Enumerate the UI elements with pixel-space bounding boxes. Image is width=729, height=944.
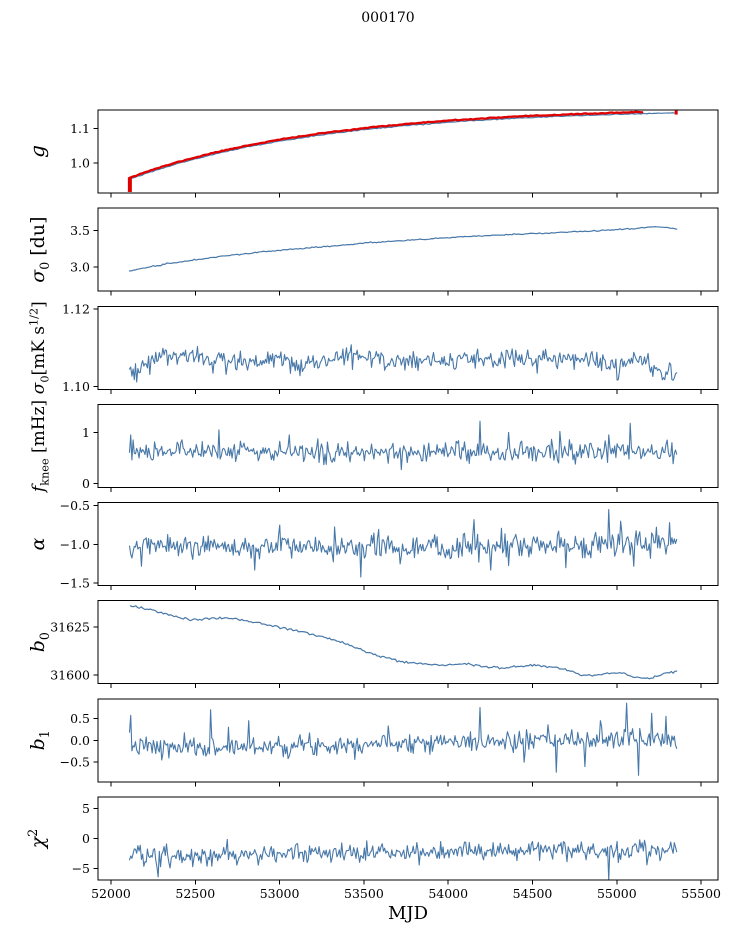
subplot-alpha: −0.5 −1.0 −1.5 α xyxy=(27,498,719,591)
y-tick-label: 31600 xyxy=(50,668,90,683)
subplot-sigma0-du: 3.0 3.5 σ0 [du] xyxy=(27,207,719,296)
y-tick-label: 0 xyxy=(82,831,90,846)
y-tick-label: 5 xyxy=(82,801,90,816)
y-tick-label: 0 xyxy=(82,476,90,491)
x-tick-label: 55000 xyxy=(597,886,637,901)
ylabel-alpha: α xyxy=(27,537,49,550)
y-tick-label: 1.10 xyxy=(62,379,90,394)
series-b1-line xyxy=(128,702,678,776)
axes-frame xyxy=(97,600,719,685)
axes-frame xyxy=(97,207,719,292)
y-tick-label: −1.0 xyxy=(60,537,90,552)
x-tick-label: 52500 xyxy=(175,886,215,901)
y-tick-label: 0.0 xyxy=(70,733,90,748)
ylabel-sigma0-mks: σ0[mK s1/2] xyxy=(28,301,52,394)
figure-title: 000170 xyxy=(361,10,415,26)
y-tick-label: 3.0 xyxy=(70,260,90,275)
y-tick-label: 3.5 xyxy=(70,223,90,238)
x-axis-label: MJD xyxy=(387,903,429,924)
axes-frame xyxy=(97,305,719,390)
y-tick-label: 0.5 xyxy=(70,711,90,726)
subplot-b1: −0.5 0.0 0.5 b1 xyxy=(27,698,719,787)
series-sigma0-mks-line xyxy=(128,344,678,383)
y-tick-label: −0.5 xyxy=(60,755,90,770)
y-tick-label: −5 xyxy=(72,861,90,876)
series-gain-blue xyxy=(128,112,678,180)
series-b0-line xyxy=(129,605,678,680)
x-tick-label: 54500 xyxy=(513,886,553,901)
axes-frame xyxy=(97,403,719,488)
series-sigma0-du-line xyxy=(128,226,678,272)
x-tick-label: 55500 xyxy=(681,886,721,901)
axes-frame xyxy=(97,796,719,881)
ylabel-b0: b0 xyxy=(27,632,52,652)
series-gain-red xyxy=(128,110,644,179)
x-tick-label: 53500 xyxy=(344,886,384,901)
y-tick-label: 1.0 xyxy=(70,155,90,170)
subplot-g: 1.0 1.1 g xyxy=(25,109,719,198)
ylabel-fknee: fknee [mHz] xyxy=(29,400,51,494)
y-tick-label: −0.5 xyxy=(60,498,90,513)
series-alpha-line xyxy=(128,508,678,578)
subplot-fknee: 0 1 fknee [mHz] xyxy=(29,400,719,494)
x-tick-label: 54000 xyxy=(428,886,468,901)
series-fknee-line xyxy=(128,420,678,471)
ylabel-b1: b1 xyxy=(27,730,52,750)
y-tick-label: 31625 xyxy=(50,619,90,634)
y-tick-label: 1 xyxy=(82,425,90,440)
series-chi2-line xyxy=(128,838,678,881)
y-tick-label: 1.1 xyxy=(70,121,90,136)
endpoint-marker-g xyxy=(674,110,678,115)
x-tick-label: 53000 xyxy=(260,886,300,901)
ylabel-sigma0-du: σ0 [du] xyxy=(27,217,52,283)
subplot-chi2: −5 0 5 52000 52500 53000 53500 54000 54500 55000 5… xyxy=(25,796,721,901)
ylabel-g: g xyxy=(25,145,49,158)
y-tick-label: −1.5 xyxy=(60,576,90,591)
ylabel-chi2: χ2 xyxy=(25,829,49,851)
y-tick-label: 1.12 xyxy=(62,301,90,316)
axes-frame xyxy=(97,698,719,783)
x-tick-label: 52000 xyxy=(91,886,131,901)
axes-frame xyxy=(97,109,719,194)
subplot-sigma0-mks: 1.10 1.12 σ0[mK s1/2] xyxy=(28,301,719,394)
